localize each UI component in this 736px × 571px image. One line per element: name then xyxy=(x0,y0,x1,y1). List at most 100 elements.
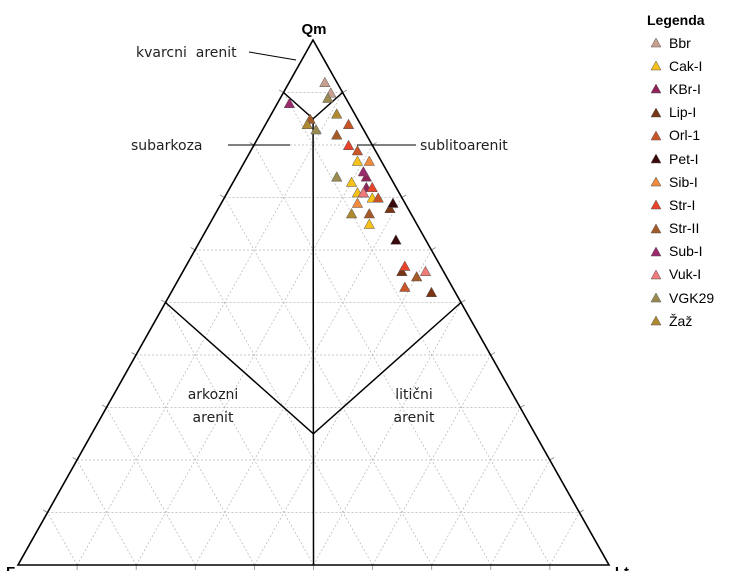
data-point-vuk-i xyxy=(419,265,432,276)
data-point-orl-1 xyxy=(372,192,384,203)
data-point-sib-i xyxy=(363,155,375,166)
legend-item: Sub-I xyxy=(647,240,714,263)
data-point-pet-i xyxy=(387,197,399,208)
legend-marker xyxy=(650,246,662,257)
legend-item: Žaž xyxy=(647,309,714,332)
data-point-vgk29 xyxy=(310,123,322,135)
legend-marker xyxy=(650,153,662,164)
legend-marker xyxy=(650,199,662,210)
tick xyxy=(160,299,166,303)
legend-item: Str-I xyxy=(647,193,714,216)
data-point-sub-i xyxy=(357,165,370,177)
data-points xyxy=(283,76,438,297)
legend-marker xyxy=(650,37,662,48)
grid-line-f xyxy=(135,354,255,566)
legend-label: Orl-1 xyxy=(669,127,701,144)
legend-label: Cak-I xyxy=(669,57,703,74)
tick xyxy=(278,89,284,93)
legend-marker xyxy=(650,269,662,280)
tick xyxy=(219,194,225,198)
field-label-arkozni: arkozni xyxy=(188,387,239,403)
legend-marker xyxy=(650,107,662,117)
label-leader-lines xyxy=(228,51,416,146)
data-point-lip-i xyxy=(384,202,396,213)
grid-line-lt xyxy=(490,459,551,566)
data-point-sub-i xyxy=(283,97,296,108)
legend-marker xyxy=(650,223,662,233)
tick xyxy=(342,89,348,93)
data-point-sib-i xyxy=(351,197,364,208)
tick xyxy=(101,404,107,408)
leader-kvarcni-arenit xyxy=(248,51,297,61)
data-point-cak-i xyxy=(351,155,364,166)
grid-line-lt xyxy=(431,407,521,566)
classification-fields xyxy=(165,91,462,566)
boundary-sub-fields xyxy=(165,301,462,435)
field-label-kvarcni-arenit: kvarcni arenit xyxy=(136,45,237,61)
tick xyxy=(460,299,466,303)
legend-item: VGK29 xyxy=(647,286,714,309)
apex-label-lt: Lt xyxy=(615,564,629,571)
data-point-bbr xyxy=(319,76,331,87)
data-point-žaž xyxy=(345,207,358,219)
legend-label: Lip-I xyxy=(669,104,697,121)
data-point-orl-1 xyxy=(399,281,411,292)
legend-item: Cak-I xyxy=(647,54,714,77)
tick xyxy=(131,352,137,356)
triangle-outline xyxy=(16,38,611,566)
field-label-subarkoza: subarkoza xyxy=(131,138,203,154)
legend-item: KBr-I xyxy=(647,77,714,100)
tick xyxy=(72,457,78,461)
legend-label: VGK29 xyxy=(669,289,715,306)
legend-label: Žaž xyxy=(669,312,693,329)
data-point-cak-i xyxy=(345,176,358,187)
field-label-sublitoarenit: sublitoarenit xyxy=(420,138,508,154)
legend-label: Pet-I xyxy=(669,150,699,167)
tick xyxy=(520,404,525,408)
grid-line-lt xyxy=(372,354,491,566)
tick xyxy=(490,352,496,356)
legend-label: Sib-I xyxy=(669,173,698,190)
data-point-lip-i xyxy=(425,286,438,297)
apex-label-f: F xyxy=(6,564,15,571)
data-point-cak-i xyxy=(363,218,375,229)
data-point-vgk29 xyxy=(331,171,343,182)
legend-label: Str-I xyxy=(669,196,696,213)
legend-item: Bbr xyxy=(647,31,714,54)
data-point-str-i xyxy=(366,181,378,192)
tick xyxy=(549,457,555,461)
tick xyxy=(401,194,407,198)
data-point-str-ii xyxy=(331,129,343,140)
legend-item: Lip-I xyxy=(647,101,714,124)
grid-line-f xyxy=(283,92,551,566)
grid-line-f xyxy=(76,459,137,566)
grid-line-f xyxy=(165,302,314,566)
legend-item: Pet-I xyxy=(647,147,714,170)
ternary-diagram: Qm F Lt kvarcni arenit subarkoza sublito… xyxy=(6,21,629,571)
data-point-vgk29 xyxy=(322,92,334,103)
legend-marker xyxy=(650,60,662,71)
data-point-pet-i xyxy=(390,234,402,245)
grid-line-lt xyxy=(313,302,462,566)
legend-label: Sub-I xyxy=(669,243,703,260)
legend-item: Vuk-I xyxy=(647,263,714,286)
data-point-str-i xyxy=(342,139,355,150)
legend: Legenda Bbr Cak-I KBr-I Lip-I Orl-1 Pet-I Sib-… xyxy=(647,12,714,332)
data-point-orl-1 xyxy=(351,144,364,156)
tick xyxy=(431,247,436,251)
data-point-kbr-i xyxy=(360,171,372,182)
legend-marker xyxy=(650,130,662,141)
data-point-žaž xyxy=(301,118,313,129)
grid-line-f xyxy=(106,407,196,566)
field-label-arkozni-arenit: arenit xyxy=(193,410,234,426)
triangle-frame xyxy=(16,38,611,566)
grid-line-f xyxy=(224,197,433,566)
legend-marker xyxy=(650,315,662,326)
legend-label: Str-II xyxy=(669,220,700,237)
grid-line-lt xyxy=(549,512,580,566)
legend-marker xyxy=(650,83,662,94)
grid-line-f xyxy=(47,512,78,566)
legend-items: Bbr Cak-I KBr-I Lip-I Orl-1 Pet-I Sib-I Str-I St… xyxy=(647,31,714,332)
labels: Qm F Lt kvarcni arenit subarkoza sublito… xyxy=(6,21,629,571)
data-point-žaž xyxy=(331,108,343,119)
